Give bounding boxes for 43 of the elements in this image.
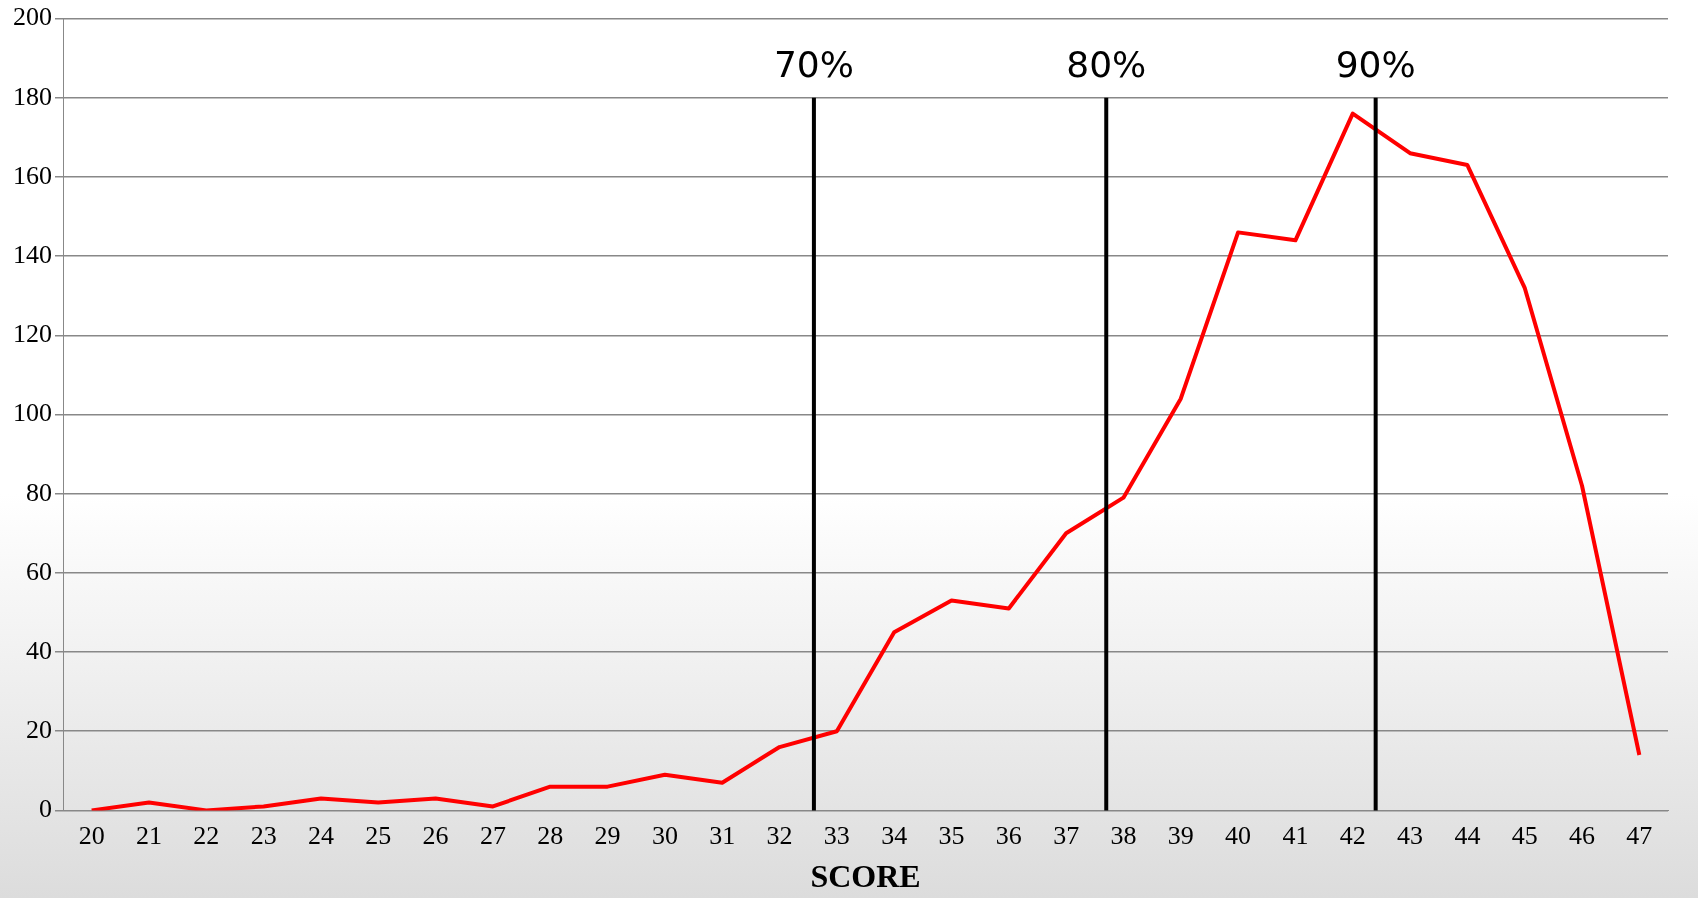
x-tick-label: 26: [422, 820, 449, 850]
x-tick-label: 27: [479, 820, 506, 850]
x-tick-label: 41: [1282, 820, 1309, 850]
y-tick-label: 20: [26, 715, 52, 745]
y-tick-label: 120: [13, 319, 52, 349]
x-tick-label: 28: [537, 820, 564, 850]
x-tick-label: 21: [135, 820, 162, 850]
y-tick-label: 180: [13, 81, 52, 111]
x-tick-label: 20: [78, 820, 105, 850]
x-tick-label: 31: [709, 820, 736, 850]
x-tick-label: 44: [1454, 820, 1481, 850]
x-tick-label: 46: [1569, 820, 1596, 850]
x-tick-label: 45: [1511, 820, 1538, 850]
x-tick-label: 33: [823, 820, 850, 850]
y-tick-label: 200: [13, 2, 52, 32]
x-tick-label: 47: [1626, 820, 1653, 850]
x-tick-label: 34: [881, 820, 908, 850]
annotation: 70%: [773, 44, 854, 86]
x-tick-label: 43: [1397, 820, 1424, 850]
x-tick-label: 42: [1339, 820, 1366, 850]
y-tick-label: 80: [26, 477, 52, 507]
y-tick-label: 60: [26, 556, 52, 586]
x-axis-title: SCORE: [810, 858, 921, 895]
x-tick-label: 40: [1225, 820, 1252, 850]
y-tick-label: 100: [13, 398, 52, 428]
y-tick-label: 160: [13, 160, 52, 190]
x-tick-label: 30: [651, 820, 678, 850]
x-tick-label: 38: [1110, 820, 1137, 850]
y-tick-label: 40: [26, 635, 52, 665]
annotation: 80%: [1066, 44, 1147, 86]
x-tick-label: 39: [1167, 820, 1194, 850]
x-tick-label: 37: [1053, 820, 1080, 850]
annotation: 90%: [1335, 44, 1416, 86]
x-tick-label: 32: [766, 820, 793, 850]
y-tick-label: 0: [39, 794, 52, 824]
x-tick-label: 36: [995, 820, 1022, 850]
y-tick-label: 140: [13, 239, 52, 269]
x-tick-label: 22: [193, 820, 220, 850]
x-tick-label: 25: [365, 820, 392, 850]
x-tick-label: 24: [307, 820, 334, 850]
x-tick-label: 29: [594, 820, 621, 850]
x-tick-label: 23: [250, 820, 277, 850]
x-tick-label: 35: [938, 820, 965, 850]
